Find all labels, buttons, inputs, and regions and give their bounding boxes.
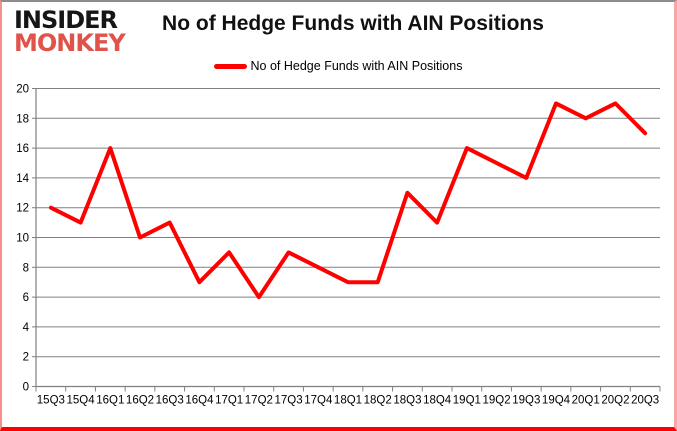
chart-title: No of Hedge Funds with AIN Positions xyxy=(162,12,544,35)
x-tick-label: 19Q3 xyxy=(512,395,540,407)
x-tick-label: 18Q3 xyxy=(393,395,421,407)
logo-insider-text: INSIDER xyxy=(14,6,118,34)
x-tick-label: 17Q1 xyxy=(215,395,243,407)
x-tick-label: 18Q1 xyxy=(334,395,362,407)
x-tick-label: 16Q3 xyxy=(156,395,184,407)
x-tick-label: 18Q4 xyxy=(423,395,452,407)
legend-label: No of Hedge Funds with AIN Positions xyxy=(250,59,463,73)
x-tick-label: 17Q4 xyxy=(304,395,333,407)
legend: No of Hedge Funds with AIN Positions xyxy=(2,59,674,73)
x-tick-label: 20Q1 xyxy=(572,395,600,407)
legend-line-swatch xyxy=(213,63,247,69)
x-tick-label: 16Q2 xyxy=(126,395,154,407)
x-tick-label: 15Q3 xyxy=(37,395,65,407)
x-tick-label: 19Q4 xyxy=(542,395,571,407)
x-tick-label: 19Q1 xyxy=(453,395,481,407)
y-tick-label: 14 xyxy=(16,173,29,185)
y-tick-label: 4 xyxy=(23,322,30,334)
series-line xyxy=(48,101,648,300)
y-tick-label: 12 xyxy=(16,203,29,215)
y-tick-label: 8 xyxy=(23,262,29,274)
y-tick-label: 20 xyxy=(16,84,29,96)
x-tick-label: 20Q3 xyxy=(631,395,659,407)
x-tick-label: 17Q2 xyxy=(245,395,273,407)
x-tick-label: 17Q3 xyxy=(275,395,303,407)
x-tick-label: 16Q1 xyxy=(96,395,124,407)
x-tick-label: 19Q2 xyxy=(483,395,511,407)
x-tick-label: 16Q4 xyxy=(185,395,214,407)
y-tick-label: 2 xyxy=(23,352,29,364)
y-tick-label: 0 xyxy=(23,382,29,394)
x-tick-label: 18Q2 xyxy=(364,395,392,407)
y-tick-label: 6 xyxy=(23,292,29,304)
y-tick-label: 10 xyxy=(16,233,29,245)
y-tick-label: 18 xyxy=(16,113,29,125)
insider-monkey-logo: INSIDER MONKEY xyxy=(14,6,126,57)
y-tick-label: 16 xyxy=(16,143,29,155)
x-tick-label: 20Q2 xyxy=(601,395,629,407)
x-tick-label: 15Q4 xyxy=(67,395,96,407)
line-chart: 0 2 4 6 8 10 12 14 16 18 20 15Q3 15Q4 16Q1 16Q2 16Q3 16Q… xyxy=(16,84,661,407)
logo-monkey-text: MONKEY xyxy=(14,29,126,57)
